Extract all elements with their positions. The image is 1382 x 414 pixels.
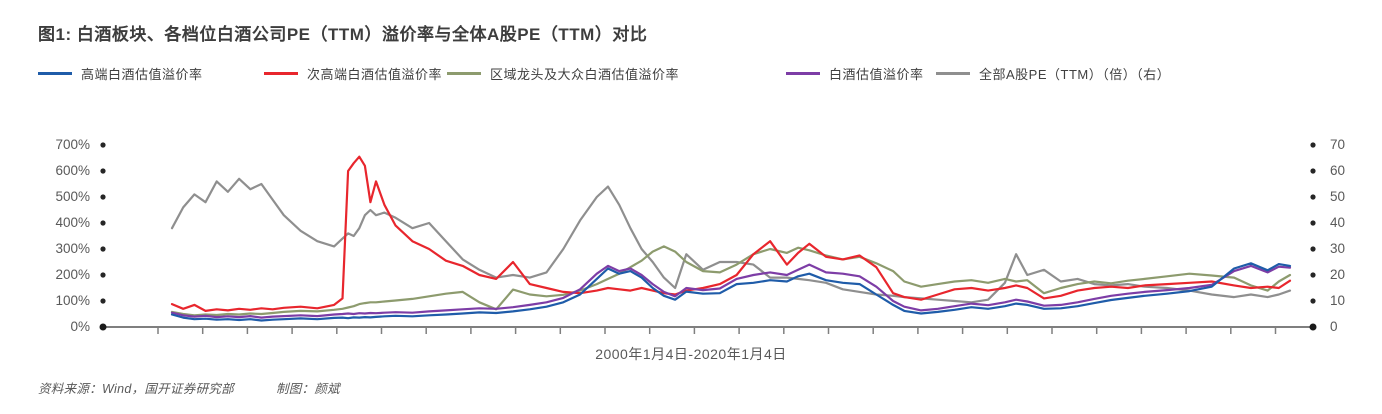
y-axis-left-tick-label: 300% — [55, 241, 90, 256]
legend-label: 白酒估值溢价率 — [829, 66, 924, 82]
legend-swatch-line — [264, 71, 298, 75]
y-axis-right-tick-label: 40 — [1330, 215, 1346, 230]
legend-label: 高端白酒估值溢价率 — [81, 66, 203, 82]
legend-label: 区域龙头及大众白酒估值溢价率 — [490, 66, 680, 82]
y-axis-left-tick-label: 700% — [55, 137, 90, 152]
y-axis-left-tick-label: 0% — [70, 319, 90, 334]
y-axis-left-tick-label: 200% — [55, 267, 90, 282]
y-axis-left-tick-label: 400% — [55, 215, 90, 230]
legend-item-all-a-share-pe: 全部A股PE（TTM）（倍）（右） — [936, 64, 1170, 82]
y-axis-right-tick-label: 50 — [1330, 189, 1346, 204]
data-source-note: 资料来源：Wind，国开证券研究部 — [38, 382, 234, 396]
chart-credit-note: 制图：颜斌 — [275, 382, 340, 396]
y-axis-left-tick-label: 500% — [55, 189, 90, 204]
legend-label: 次高端白酒估值溢价率 — [307, 66, 443, 82]
legend-swatch-line — [786, 71, 820, 75]
legend-label: 全部A股PE（TTM）（倍）（右） — [979, 66, 1171, 82]
legend-item-liquor-overall: 白酒估值溢价率 — [786, 64, 924, 82]
y-axis-right-tick-label: 20 — [1330, 267, 1346, 282]
y-axis-right-tick-label: 10 — [1330, 293, 1346, 308]
legend-swatch-line — [38, 71, 72, 75]
y-axis-right-tick-label: 0 — [1330, 319, 1338, 334]
legend-item-subpremium-liquor: 次高端白酒估值溢价率 — [264, 64, 442, 82]
y-axis-left-tick-label: 100% — [55, 293, 90, 308]
legend: 高端白酒估值溢价率 次高端白酒估值溢价率 区域龙头及大众白酒估值溢价率 白酒估值… — [0, 64, 1382, 82]
legend-swatch-line — [447, 71, 481, 75]
y-axis-right-tick-label: 30 — [1330, 241, 1346, 256]
legend-swatch-line — [936, 71, 970, 75]
legend-item-regional-liquor: 区域龙头及大众白酒估值溢价率 — [447, 64, 679, 82]
y-axis-left-tick-label: 600% — [55, 163, 90, 178]
y-axis-right-tick-label: 70 — [1330, 137, 1346, 152]
x-axis-range-label: 2000年1月4日-2020年1月4日 — [595, 346, 787, 362]
figure-title: 图1: 白酒板块、各档位白酒公司PE（TTM）溢价率与全体A股PE（TTM）对比 — [38, 25, 648, 44]
y-axis-right-tick-label: 60 — [1330, 163, 1346, 178]
figure-footer: 资料来源：Wind，国开证券研究部 制图：颜斌 — [38, 378, 340, 397]
legend-item-premium-liquor: 高端白酒估值溢价率 — [38, 64, 203, 82]
